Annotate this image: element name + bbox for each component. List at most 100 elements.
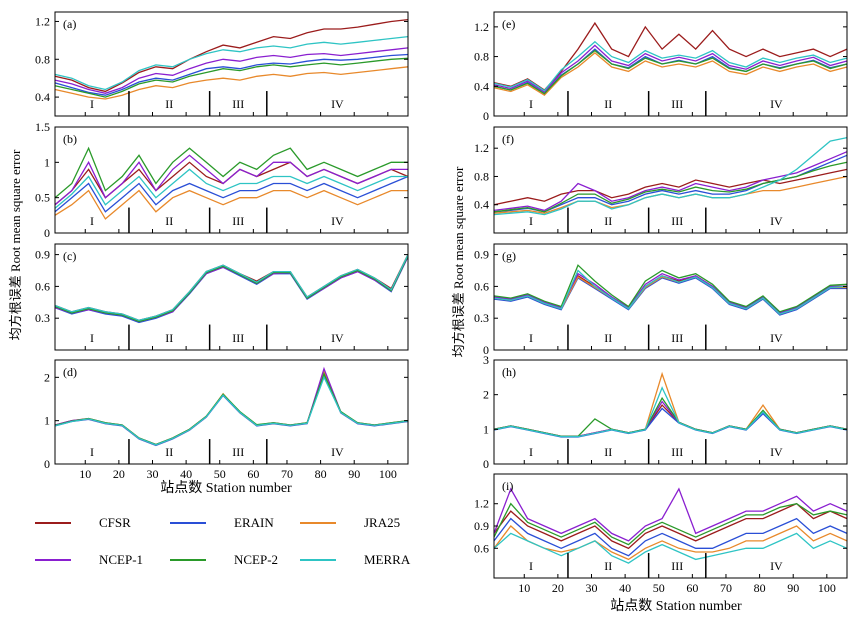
region-label: III [232,97,244,111]
y-tick-label: 0.3 [474,311,489,325]
y-tick-label: 0.6 [474,541,489,555]
plot-frame [493,243,848,351]
series-line-ncep-1 [493,487,848,542]
y-tick-label: 0.8 [474,50,489,64]
series-line-erain [493,517,848,557]
x-tick-label: 80 [754,581,766,595]
region-label: I [90,331,94,345]
y-tick-label: 0 [483,457,489,471]
series-line-jra25 [493,525,848,561]
plot-frame [493,126,848,234]
series-line-merra [493,386,848,438]
region-label: IV [331,331,344,345]
region-label: I [90,214,94,228]
xlabel-right: 站点数 Station number [610,598,742,614]
y-tick-label: 0 [483,109,489,123]
region-label: III [671,214,683,228]
x-tick-label: 20 [113,467,125,481]
x-tick-label: 10 [518,581,530,595]
legend: CFSR ERAIN JRA25 NCEP-1 NCEP-2 MERRA [35,515,411,567]
y-tick-label: 0.9 [474,248,489,262]
x-tick-label: 90 [348,467,360,481]
series-line-merra [493,136,848,216]
series-line-ncep-2 [54,57,409,98]
plot-frame [54,359,409,465]
series-line-merra [54,35,409,91]
region-label: III [232,445,244,459]
series-line-cfsr [493,502,848,550]
x-tick-label: 50 [653,581,665,595]
series-line-ncep-2 [493,161,848,213]
series-line-erain [493,276,847,316]
y-tick-label: 0.6 [35,279,50,293]
y-tick-label: 1 [44,155,50,169]
region-label: II [604,214,612,228]
region-label: II [604,559,612,573]
series-line-ncep-1 [54,366,409,446]
y-tick-label: 1 [44,414,50,428]
region-label: I [90,445,94,459]
series-line-ncep-2 [54,255,409,323]
region-label: II [604,445,612,459]
region-label: IV [331,97,344,111]
panel-i: I II III IV(i)0.60.91.210 20 30 40 50 60 70 80 90 10… [474,473,848,595]
region-label: I [90,97,94,111]
series-line-merra [54,254,409,321]
series-line-erain [493,154,848,213]
region-label: IV [770,445,783,459]
panel-c: I II III IV(c)0.30.60.9 [35,243,409,351]
x-tick-label: 70 [281,467,293,481]
panel-f: I II III IV(f)0.40.81.2 [474,126,848,234]
y-tick-label: 1.2 [474,20,489,34]
region-label: IV [770,559,783,573]
series-line-merra [54,375,409,446]
y-tick-label: 0.8 [35,52,50,66]
region-label: II [165,445,173,459]
series-line-ncep-2 [493,264,848,313]
series-line-ncep-2 [54,372,409,446]
x-tick-label: 50 [214,467,226,481]
x-tick-label: 40 [180,467,192,481]
x-tick-label: 20 [552,581,564,595]
y-tick-label: 1.2 [474,497,489,511]
panel-label: (a) [63,17,76,31]
series-line-merra [493,269,848,315]
region-label: I [529,445,533,459]
panel-label: (e) [502,17,515,31]
region-label: I [529,97,533,111]
series-line-jra25 [54,66,409,100]
series-line-cfsr [54,371,409,446]
series-line-jra25 [493,175,848,214]
series-line-ncep-2 [493,502,848,546]
panel-b: I II III IV(b)00.511.5 [35,120,409,240]
series-line-cfsr [493,168,848,206]
ylabel-left: 均方根误差 Root mean square error [8,149,23,340]
panel-label: (b) [63,132,77,146]
panel-e: I II III IV(e)00.40.81.2 [474,11,848,123]
plot-frame [493,359,848,465]
legend-label: NCEP-2 [234,552,278,567]
series-line-erain [54,53,409,96]
region-label: III [671,559,683,573]
x-tick-label: 30 [146,467,158,481]
series-line-jra25 [54,368,409,446]
series-line-merra [493,532,848,564]
plot-frame [54,11,409,117]
region-label: IV [770,331,783,345]
plot-frame [493,11,848,117]
series-line-erain [54,373,409,447]
x-tick-label: 100 [379,467,397,481]
plot-frame [54,126,409,234]
x-tick-label: 90 [787,581,799,595]
y-tick-label: 1 [483,422,489,436]
x-tick-label: 60 [686,581,698,595]
y-tick-label: 0.9 [35,248,50,262]
y-tick-label: 0 [44,457,50,471]
legend-label: NCEP-1 [99,552,143,567]
series-line-ncep-1 [54,47,409,94]
ylabel-right: 均方根误差 Root mean square error [451,166,466,357]
y-tick-label: 0.3 [35,311,50,325]
panels-group: I II III IV(a)0.40.81.2I II III IV(b)00.511.5I… [35,11,848,595]
